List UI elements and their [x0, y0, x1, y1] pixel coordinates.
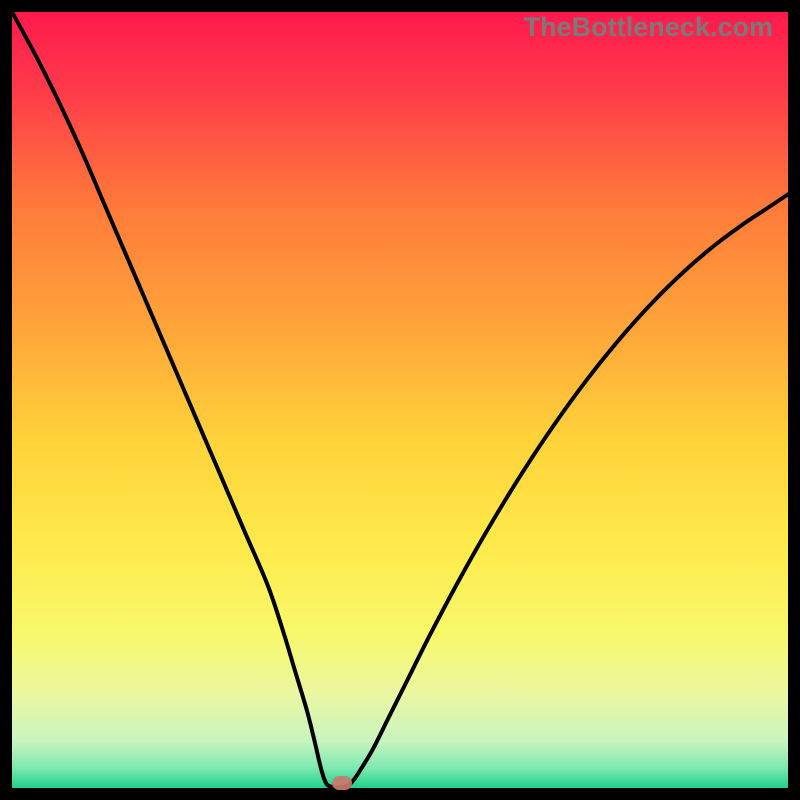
gradient-background — [12, 12, 788, 788]
chart-frame: TheBottleneck.com — [0, 0, 800, 800]
chart-svg — [12, 12, 788, 788]
watermark-label: TheBottleneck.com — [524, 12, 773, 43]
optimum-marker — [332, 776, 352, 790]
plot-area: TheBottleneck.com — [12, 12, 788, 788]
